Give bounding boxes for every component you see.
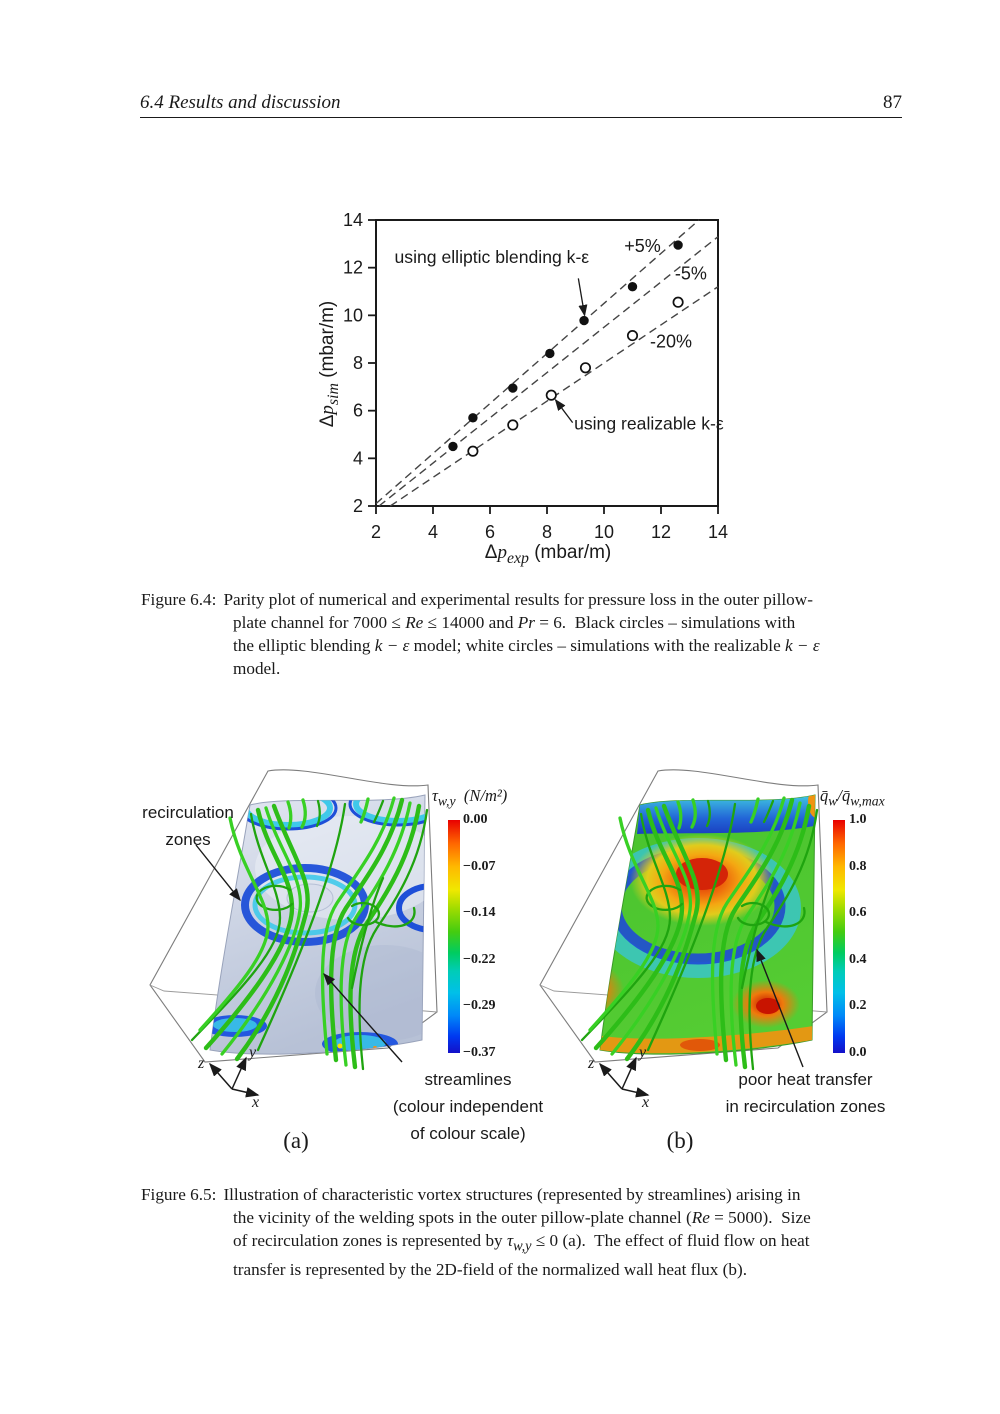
colorbar-tick: −0.07 bbox=[463, 858, 496, 874]
axis-label-z: z bbox=[197, 1055, 205, 1072]
colorbar-tick: 0.2 bbox=[849, 998, 867, 1014]
axis-label-x: x bbox=[641, 1094, 649, 1108]
data-point-open bbox=[467, 445, 479, 457]
data-point-open bbox=[507, 419, 519, 431]
header-rule bbox=[140, 117, 902, 118]
poor-heat-transfer-label: poor heat transfer in recirculation zone… bbox=[725, 1070, 886, 1116]
y-tick-label: 12 bbox=[343, 258, 363, 278]
y-tick-label: 6 bbox=[353, 401, 363, 421]
caption-line: Parity plot of numerical and experimenta… bbox=[223, 590, 813, 609]
reference-line bbox=[375, 219, 700, 505]
annotation-arrow bbox=[554, 398, 574, 423]
recirculation-zones-label: recirculation zones bbox=[142, 803, 234, 849]
axis-label-z: z bbox=[587, 1055, 595, 1072]
caption-line: the elliptic blending k − ε model; white… bbox=[233, 636, 820, 655]
streamlines-label: streamlines (colour independent of colou… bbox=[392, 1070, 544, 1143]
colorbar-tick: 0.8 bbox=[849, 858, 867, 874]
colorbar-b bbox=[833, 820, 845, 1053]
streamlines bbox=[580, 796, 819, 1071]
page-header: 6.4 Results and discussion 87 bbox=[140, 92, 902, 114]
panel-a-label: (a) bbox=[283, 1128, 309, 1153]
colorbar-b-title: q̄w/q̄w,max bbox=[820, 786, 885, 809]
colorbar-tick: 0.0 bbox=[849, 1045, 867, 1060]
x-tick-label: 6 bbox=[485, 522, 495, 542]
data-point-filled bbox=[508, 383, 518, 393]
chart-annotation: using realizable k-ε bbox=[574, 413, 724, 433]
y-tick-label: 8 bbox=[353, 353, 363, 373]
colorbar-a-title: τw,y (N/m²) bbox=[432, 786, 508, 809]
colorbar-a bbox=[448, 820, 460, 1053]
caption-line: model. bbox=[233, 659, 281, 678]
axis-triad bbox=[209, 1056, 260, 1098]
colorbar-tick: 1.0 bbox=[849, 812, 867, 827]
colorbar-tick: 0.00 bbox=[463, 812, 488, 827]
x-tick-label: 14 bbox=[708, 522, 728, 542]
page-number: 87 bbox=[883, 92, 902, 113]
colorbar-a-ticks: 0.00 −0.07 −0.14 −0.22 −0.29 −0.37 bbox=[461, 812, 507, 1060]
reference-line-label: -20% bbox=[650, 332, 692, 352]
caption-line: plate channel for 7000 ≤ Re ≤ 14000 and … bbox=[233, 613, 796, 632]
y-tick-label: 4 bbox=[353, 448, 363, 468]
y-tick-label: 2 bbox=[353, 496, 363, 516]
colorbar-tick: 0.6 bbox=[849, 905, 867, 921]
data-point-open bbox=[626, 330, 639, 342]
y-tick-label: 14 bbox=[343, 210, 363, 230]
panel-b-label: (b) bbox=[666, 1128, 694, 1153]
data-point-filled bbox=[448, 441, 458, 452]
colorbar-tick: −0.37 bbox=[463, 1045, 496, 1060]
x-tick-label: 10 bbox=[594, 522, 614, 542]
streamlines bbox=[190, 796, 429, 1071]
data-point-filled bbox=[627, 282, 638, 292]
panel-b-3d-view: z y x bbox=[539, 769, 828, 1108]
parity-plot: 2 4 6 8 10 12 14 2 4 6 8 10 12 14 +5% -5% -20% using elli… bbox=[343, 210, 728, 542]
colorbar-tick: −0.29 bbox=[463, 998, 496, 1014]
caption-line: Illustration of characteristic vortex st… bbox=[223, 1185, 801, 1204]
x-axis-label: Δpexp (mbar/m) bbox=[484, 542, 612, 567]
axis-label-x: x bbox=[251, 1094, 259, 1108]
caption-line: the vicinity of the welding spots in the… bbox=[233, 1208, 811, 1227]
x-tick-label: 4 bbox=[428, 522, 438, 542]
colorbar-tick: −0.14 bbox=[463, 905, 496, 921]
reference-line-label: -5% bbox=[675, 264, 707, 284]
colorbar-tick: 0.4 bbox=[849, 951, 867, 967]
figure-6-4-caption: Figure 6.4: Parity plot of numerical and … bbox=[141, 588, 820, 680]
data-point-open bbox=[545, 389, 557, 401]
data-point-filled bbox=[468, 413, 478, 423]
annotation-arrow bbox=[577, 278, 588, 317]
annotation-arrow bbox=[195, 844, 403, 1063]
data-point-filled bbox=[579, 315, 589, 326]
axis-triad bbox=[599, 1056, 650, 1098]
x-tick-label: 12 bbox=[651, 522, 671, 542]
figure-6-5-label: Figure 6.5: bbox=[141, 1185, 217, 1204]
data-point-open bbox=[672, 296, 684, 308]
axis-label-y: y bbox=[637, 1044, 647, 1061]
x-tick-label: 8 bbox=[542, 522, 552, 542]
y-axis-label: Δpsim (mbar/m) bbox=[317, 300, 342, 428]
x-tick-label: 2 bbox=[371, 522, 381, 542]
colorbar-tick: −0.22 bbox=[463, 951, 496, 967]
data-point-filled bbox=[673, 240, 683, 250]
chart-annotation: using elliptic blending k-ε bbox=[395, 247, 590, 267]
caption-line: transfer is represented by the 2D-field … bbox=[233, 1260, 747, 1280]
panel-a-3d-view: z y x bbox=[149, 769, 438, 1108]
caption-line: of recirculation zones is represented by… bbox=[233, 1231, 810, 1255]
figure-6-4-label: Figure 6.4: bbox=[141, 590, 217, 609]
section-heading: 6.4 Results and discussion bbox=[140, 92, 341, 113]
axis-label-y: y bbox=[247, 1044, 257, 1061]
colorbar-b-ticks: 1.0 0.8 0.6 0.4 0.2 0.0 bbox=[847, 812, 893, 1060]
annotation-arrow bbox=[756, 948, 804, 1068]
y-tick-label: 10 bbox=[343, 305, 363, 325]
reference-line-label: +5% bbox=[624, 236, 661, 256]
data-point-filled bbox=[545, 348, 555, 359]
figure-6-5-caption: Figure 6.5: Illustration of characteristi… bbox=[141, 1183, 811, 1281]
data-point-open bbox=[579, 362, 592, 374]
reference-line bbox=[378, 236, 719, 507]
